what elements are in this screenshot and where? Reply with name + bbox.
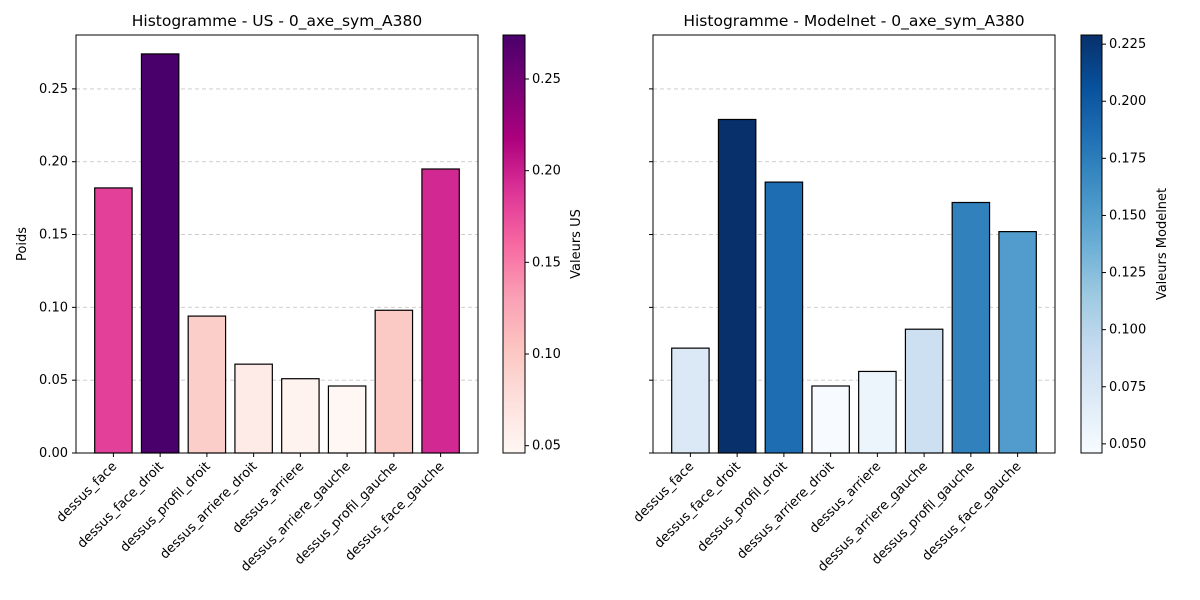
y-tick-label: 0.00	[39, 446, 68, 461]
colorbar	[1080, 34, 1103, 454]
colorbar-tick-label: 0.15	[532, 255, 561, 270]
colorbar-tick-label: 0.225	[1109, 37, 1146, 52]
colorbar-tick-label: 0.050	[1109, 437, 1146, 452]
x-tick-label: dessus_profil_droit	[118, 459, 214, 555]
panel-modelnet: dessus_facedessus_face_droitdessus_profi…	[631, 12, 1170, 575]
colorbar-label: Valeurs Modelnet	[1155, 188, 1170, 300]
colorbar-tick-label: 0.10	[532, 347, 561, 362]
axes-frame	[75, 34, 479, 454]
panel-us: 0.000.050.100.150.200.25dessus_facedessu…	[15, 12, 584, 575]
bar-dessus_face_droit	[140, 53, 180, 454]
bar-dessus_face	[94, 187, 133, 454]
bar-dessus_face_gauche	[998, 231, 1037, 454]
x-tick-label: dessus_profil_droit	[695, 459, 791, 555]
bar-dessus_profil_droit	[187, 315, 227, 454]
bar-dessus_profil_gauche	[374, 309, 414, 454]
bar-dessus_face	[671, 347, 710, 454]
colorbar-tick-label: 0.200	[1109, 94, 1146, 109]
colorbar-tick-label: 0.20	[532, 164, 561, 179]
y-tick-label: 0.05	[39, 373, 68, 388]
bar-dessus_profil_droit	[764, 181, 804, 454]
y-tick-label: 0.20	[39, 155, 68, 170]
y-tick-label: 0.15	[39, 228, 68, 243]
colorbar-tick-label: 0.125	[1109, 266, 1146, 281]
y-tick-label: 0.10	[39, 300, 68, 315]
bar-dessus_face_droit	[717, 118, 757, 454]
chart-title: Histogramme - Modelnet - 0_axe_sym_A380	[683, 12, 1024, 31]
bar-dessus_face_gauche	[421, 168, 460, 454]
x-tick-label: dessus_face_droit	[652, 459, 744, 551]
colorbar-tick-label: 0.150	[1109, 208, 1146, 223]
axes-frame	[652, 34, 1056, 454]
colorbar	[502, 34, 526, 454]
colorbar-tick-label: 0.05	[532, 439, 561, 454]
y-tick-label: 0.25	[39, 82, 68, 97]
colorbar-tick-label: 0.25	[532, 72, 561, 87]
bar-dessus_arriere_gauche	[904, 328, 944, 454]
x-tick-label: dessus_face_droit	[75, 459, 167, 551]
bar-dessus_arriere_gauche	[327, 385, 367, 454]
bar-dessus_profil_gauche	[951, 201, 991, 454]
bar-dessus_arriere_droit	[234, 363, 273, 454]
colorbar-tick-label: 0.075	[1109, 380, 1146, 395]
colorbar-label: Valeurs US	[569, 209, 584, 279]
colorbar-tick-label: 0.100	[1109, 323, 1146, 338]
chart-title: Histogramme - US - 0_axe_sym_A380	[132, 12, 423, 31]
y-axis-label: Poids	[15, 227, 30, 261]
bar-dessus_arriere_droit	[811, 385, 850, 454]
bar-dessus_arriere	[858, 370, 897, 454]
bar-dessus_arriere	[281, 378, 320, 454]
colorbar-tick-label: 0.175	[1109, 151, 1146, 166]
